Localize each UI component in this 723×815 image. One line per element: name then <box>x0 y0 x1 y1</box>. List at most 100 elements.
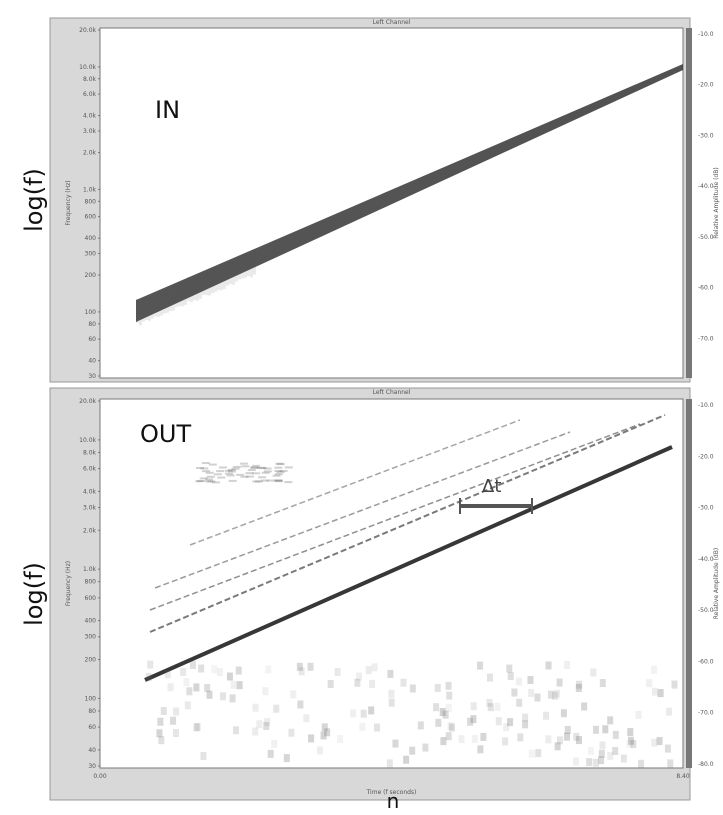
sweep-blur <box>187 277 190 302</box>
sweep-blur <box>244 253 247 278</box>
noise <box>160 706 167 715</box>
noise <box>564 660 571 669</box>
noise <box>227 470 236 473</box>
y-tick-label: 6.0k <box>83 91 97 98</box>
noise <box>651 687 658 696</box>
noise <box>547 690 554 699</box>
noise <box>229 694 236 703</box>
sweep-blur <box>172 286 175 311</box>
noise <box>445 681 452 690</box>
harmonic <box>189 419 521 546</box>
noise <box>274 466 283 469</box>
noise <box>503 723 510 732</box>
noise <box>664 744 671 753</box>
noise <box>217 668 224 677</box>
noise <box>184 701 191 710</box>
noise <box>560 709 567 718</box>
noise <box>507 718 514 727</box>
sweep-blur <box>184 280 187 305</box>
y-axis-label: Frequency (Hz) <box>65 561 72 606</box>
noise <box>651 738 658 747</box>
noise <box>392 739 399 748</box>
noise <box>480 732 487 741</box>
sweep-blur <box>166 288 169 313</box>
y-tick-label: 8.0k <box>83 76 97 83</box>
noise <box>564 725 571 734</box>
sweep-blur <box>217 266 220 291</box>
colorbar-tick-label: -70.0 <box>698 710 714 717</box>
y-tick-label: 80 <box>88 708 96 715</box>
noise <box>434 683 441 692</box>
colorbar-label: Relative Amplitude (dB) <box>713 167 720 238</box>
noise <box>403 755 410 764</box>
noise <box>470 702 477 711</box>
noise <box>337 735 344 744</box>
noise <box>147 660 154 669</box>
harmonic <box>144 445 673 682</box>
noise <box>607 716 614 725</box>
noise <box>587 746 594 755</box>
noise <box>445 703 452 712</box>
sweep-blur <box>235 257 238 282</box>
noise <box>230 680 237 689</box>
noise <box>517 733 524 742</box>
noise <box>226 474 235 477</box>
noise <box>275 462 284 465</box>
noise <box>553 689 560 698</box>
y-tick-label: 1.0k <box>83 566 97 573</box>
noise <box>470 715 477 724</box>
noise <box>193 683 200 692</box>
noise <box>502 737 509 746</box>
noise <box>522 720 529 729</box>
y-tick-label: 600 <box>85 595 97 602</box>
noise <box>657 689 664 698</box>
noise <box>252 472 261 475</box>
noise <box>552 691 559 700</box>
noise <box>360 709 367 718</box>
noise <box>283 754 290 763</box>
sweep-blur <box>151 294 154 319</box>
noise <box>236 473 245 476</box>
noise <box>172 729 179 738</box>
noise <box>620 754 627 763</box>
sweep-blur <box>154 292 157 317</box>
sweep-blur <box>247 252 250 277</box>
colorbar-tick-label: -80.0 <box>698 761 714 768</box>
colorbar <box>686 399 692 768</box>
sweep-blur <box>169 287 172 312</box>
noise <box>422 743 429 752</box>
noise <box>206 690 213 699</box>
noise <box>284 466 293 469</box>
noise <box>274 480 283 483</box>
noise <box>145 673 152 682</box>
noise <box>205 471 214 474</box>
noise <box>564 732 571 741</box>
colorbar-label: Relative Amplitude (dB) <box>713 548 720 619</box>
y-tick-label: 200 <box>85 657 97 664</box>
noise <box>211 665 218 674</box>
noise <box>599 741 606 750</box>
sweep-blur <box>157 292 160 317</box>
noise <box>442 710 449 719</box>
noise <box>446 691 453 700</box>
noise <box>272 474 281 477</box>
noise <box>516 698 523 707</box>
noise <box>576 680 583 689</box>
y-tick-label: 300 <box>85 250 97 257</box>
noise <box>204 480 213 483</box>
y-tick-label: 300 <box>85 634 97 641</box>
y-tick-label: 30 <box>88 373 96 380</box>
noise <box>656 737 663 746</box>
y-tick-label: 60 <box>88 336 96 343</box>
y-tick-label: 800 <box>85 579 97 586</box>
noise <box>630 740 637 749</box>
noise <box>646 679 653 688</box>
x-tick-label: 8.40 <box>676 773 690 780</box>
y-tick-label: 20.0k <box>79 27 96 34</box>
y-tick-label: 8.0k <box>83 449 97 456</box>
y-tick-label: 40 <box>88 747 96 754</box>
colorbar-tick-label: -60.0 <box>698 285 714 292</box>
noise <box>200 467 209 470</box>
noise <box>201 462 210 465</box>
plot-area <box>99 398 684 769</box>
